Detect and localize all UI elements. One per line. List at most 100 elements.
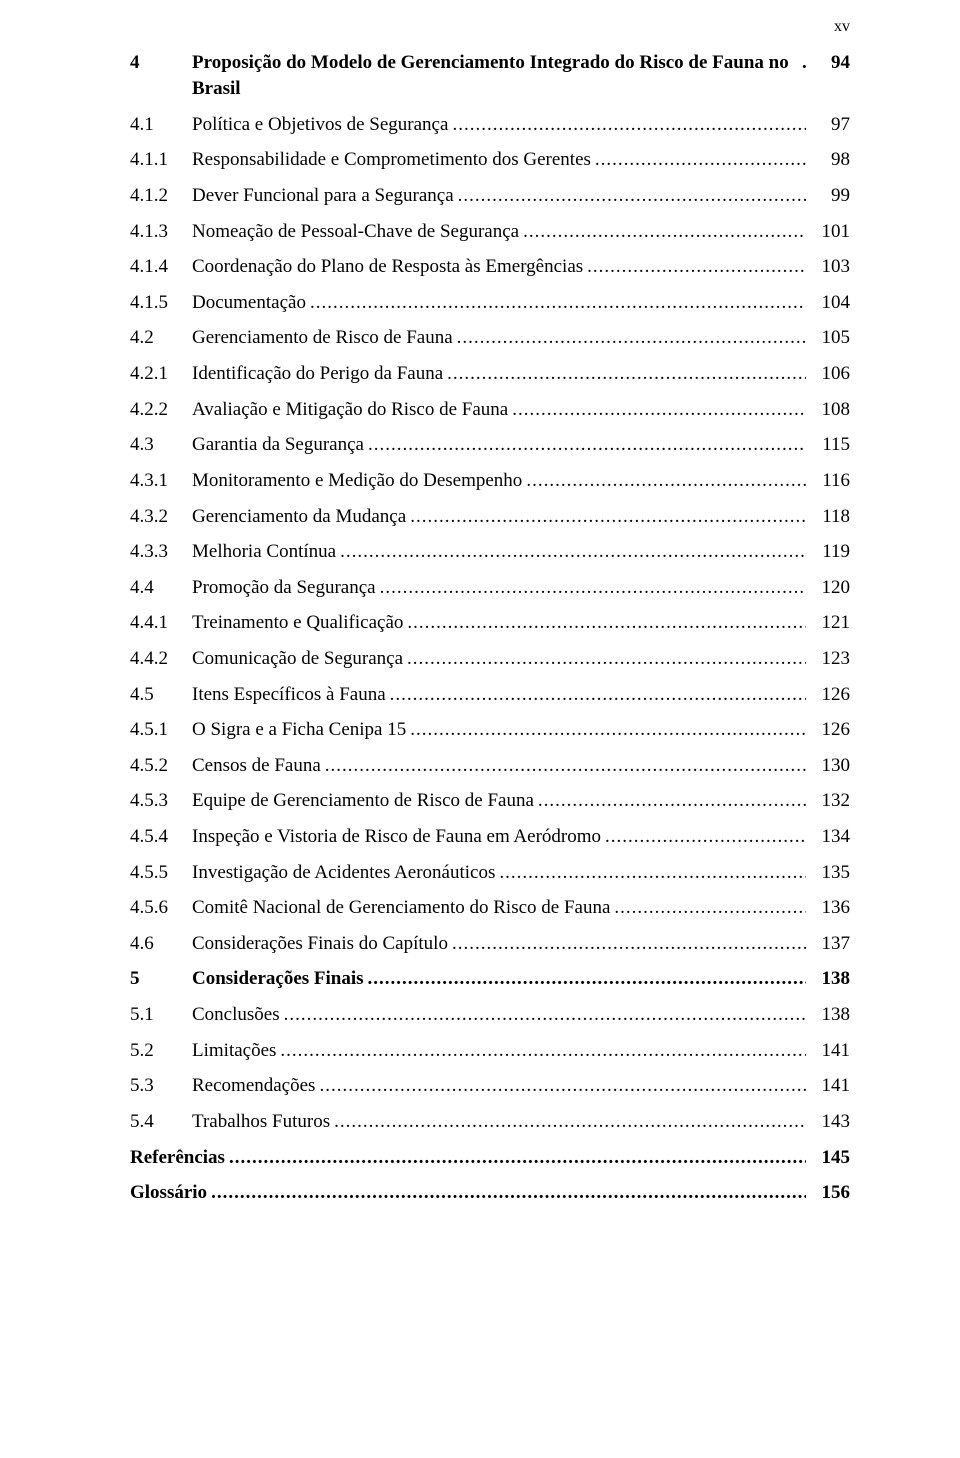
toc-row: 5.2Limitações...........................… [130,1038,850,1064]
toc-entry-title: Equipe de Gerenciamento de Risco de Faun… [192,788,534,814]
toc-entry-number: 5.3 [130,1073,192,1099]
toc-row: 4.5.6Comitê Nacional de Gerenciamento do… [130,895,850,921]
toc-entry-title-wrap: Documentação............................… [192,290,806,316]
toc-leader-dots: ........................................… [406,717,806,743]
toc-entry-page: 94 [806,50,850,76]
toc-entry-title-wrap: Considerações Finais do Capítulo........… [192,931,806,957]
toc-entry-title: Considerações Finais do Capítulo [192,931,448,957]
toc-row: 4.5.3Equipe de Gerenciamento de Risco de… [130,788,850,814]
toc-entry-title-wrap: Monitoramento e Medição do Desempenho...… [192,468,806,494]
toc-entry-page: 143 [806,1109,850,1135]
toc-entry-number: 4.3 [130,432,192,458]
toc-entry-title: Melhoria Contínua [192,539,336,565]
toc-entry-title-wrap: Gerenciamento da Mudança................… [192,504,806,530]
toc-entry-page: 134 [806,824,850,850]
toc-entry-number: 5.1 [130,1002,192,1028]
toc-entry-title: Coordenação do Plano de Resposta às Emer… [192,254,583,280]
toc-entry-title-wrap: Melhoria Contínua.......................… [192,539,806,565]
toc-entry-title-wrap: Promoção da Segurança...................… [192,575,806,601]
toc-entry-title: Comitê Nacional de Gerenciamento do Risc… [192,895,610,921]
toc-entry-title: Promoção da Segurança [192,575,376,601]
toc-leader-dots: ........................................… [610,895,806,921]
toc-entry-title-wrap: Referências.............................… [130,1145,806,1171]
toc-entry-page: 141 [806,1038,850,1064]
toc-leader-dots: ........................................… [448,112,806,138]
toc-entry-page: 104 [806,290,850,316]
toc-row: 4.1.4Coordenação do Plano de Resposta às… [130,254,850,280]
toc-entry-number: 4.1.4 [130,254,192,280]
toc-row: 4.4.1Treinamento e Qualificação.........… [130,610,850,636]
toc-entry-number: 4.1.3 [130,219,192,245]
toc-entry-title: Treinamento e Qualificação [192,610,403,636]
toc-leader-dots: ........................................… [225,1145,806,1171]
toc-entry-title-wrap: Limitações..............................… [192,1038,806,1064]
toc-entry-number: 4.2 [130,325,192,351]
toc-entry-number: 4 [130,50,192,76]
toc-entry-title: Investigação de Acidentes Aeronáuticos [192,860,495,886]
toc-entry-title: Política e Objetivos de Segurança [192,112,448,138]
toc-leader-dots: ........................................… [519,219,806,245]
toc-leader-dots: ........................................… [364,966,806,992]
toc-row: 5.3Recomendações........................… [130,1073,850,1099]
toc-row: 4.3.2Gerenciamento da Mudança...........… [130,504,850,530]
toc-entry-page: 115 [806,432,850,458]
toc-entry-title-wrap: Identificação do Perigo da Fauna........… [192,361,806,387]
toc-leader-dots: ........................................… [508,397,806,423]
toc-entry-title: Nomeação de Pessoal-Chave de Segurança [192,219,519,245]
toc-entry-page: 119 [806,539,850,565]
toc-leader-dots: ........................................… [364,432,806,458]
toc-entry-title: Documentação [192,290,306,316]
toc-entry-number: 4.2.2 [130,397,192,423]
toc-entry-page: 120 [806,575,850,601]
toc-entry-page: 118 [806,504,850,530]
toc-entry-page: 136 [806,895,850,921]
toc-entry-title-wrap: Glossário...............................… [130,1180,806,1206]
toc-leader-dots: ........................................… [306,290,806,316]
toc-leader-dots: ........................................… [276,1038,806,1064]
toc-entry-title: Monitoramento e Medição do Desempenho [192,468,522,494]
toc-entry-number: 4.5 [130,682,192,708]
toc-entry-title: Garantia da Segurança [192,432,364,458]
toc-row: 4.1.1Responsabilidade e Comprometimento … [130,147,850,173]
toc-row: 4.5.2Censos de Fauna....................… [130,753,850,779]
toc-leader-dots: ........................................… [280,1002,806,1028]
toc-entry-number: 4.3.1 [130,468,192,494]
toc-entry-page: 126 [806,717,850,743]
toc-entry-number: 5.2 [130,1038,192,1064]
toc-entry-page: 156 [806,1180,850,1206]
toc-entry-title-wrap: Itens Específicos à Fauna...............… [192,682,806,708]
toc-row: 5Considerações Finais...................… [130,966,850,992]
toc-entry-title: Responsabilidade e Comprometimento dos G… [192,147,591,173]
toc-entry-page: 101 [806,219,850,245]
toc-entry-page: 103 [806,254,850,280]
toc-leader-dots: ........................................… [207,1180,806,1206]
toc-leader-dots: ........................................… [386,682,806,708]
toc-entry-title-wrap: Avaliação e Mitigação do Risco de Fauna.… [192,397,806,423]
toc-leader-dots: ........................................… [798,50,806,76]
table-of-contents: 4Proposição do Modelo de Gerenciamento I… [130,50,850,1206]
toc-row: 4.1.3Nomeação de Pessoal-Chave de Segura… [130,219,850,245]
toc-leader-dots: ........................................… [448,931,806,957]
toc-entry-title-wrap: Censos de Fauna.........................… [192,753,806,779]
toc-row: Referências.............................… [130,1145,850,1171]
toc-entry-title-wrap: Equipe de Gerenciamento de Risco de Faun… [192,788,806,814]
toc-row: 4.2Gerenciamento de Risco de Fauna......… [130,325,850,351]
toc-entry-number: 4.5.3 [130,788,192,814]
toc-entry-page: 141 [806,1073,850,1099]
toc-entry-page: 121 [806,610,850,636]
toc-entry-page: 98 [806,147,850,173]
toc-entry-number: 4.1.2 [130,183,192,209]
toc-row: 4.6Considerações Finais do Capítulo.....… [130,931,850,957]
toc-entry-title: Proposição do Modelo de Gerenciamento In… [192,50,798,102]
toc-row: 5.4Trabalhos Futuros....................… [130,1109,850,1135]
toc-entry-title: Dever Funcional para a Segurança [192,183,454,209]
toc-leader-dots: ........................................… [321,753,806,779]
toc-entry-page: 123 [806,646,850,672]
toc-entry-title-wrap: Trabalhos Futuros.......................… [192,1109,806,1135]
toc-entry-title-wrap: Treinamento e Qualificação..............… [192,610,806,636]
toc-leader-dots: ........................................… [591,147,806,173]
toc-entry-title: Conclusões [192,1002,280,1028]
toc-entry-number: 5 [130,966,192,992]
toc-entry-number: 4.5.1 [130,717,192,743]
toc-entry-page: 99 [806,183,850,209]
